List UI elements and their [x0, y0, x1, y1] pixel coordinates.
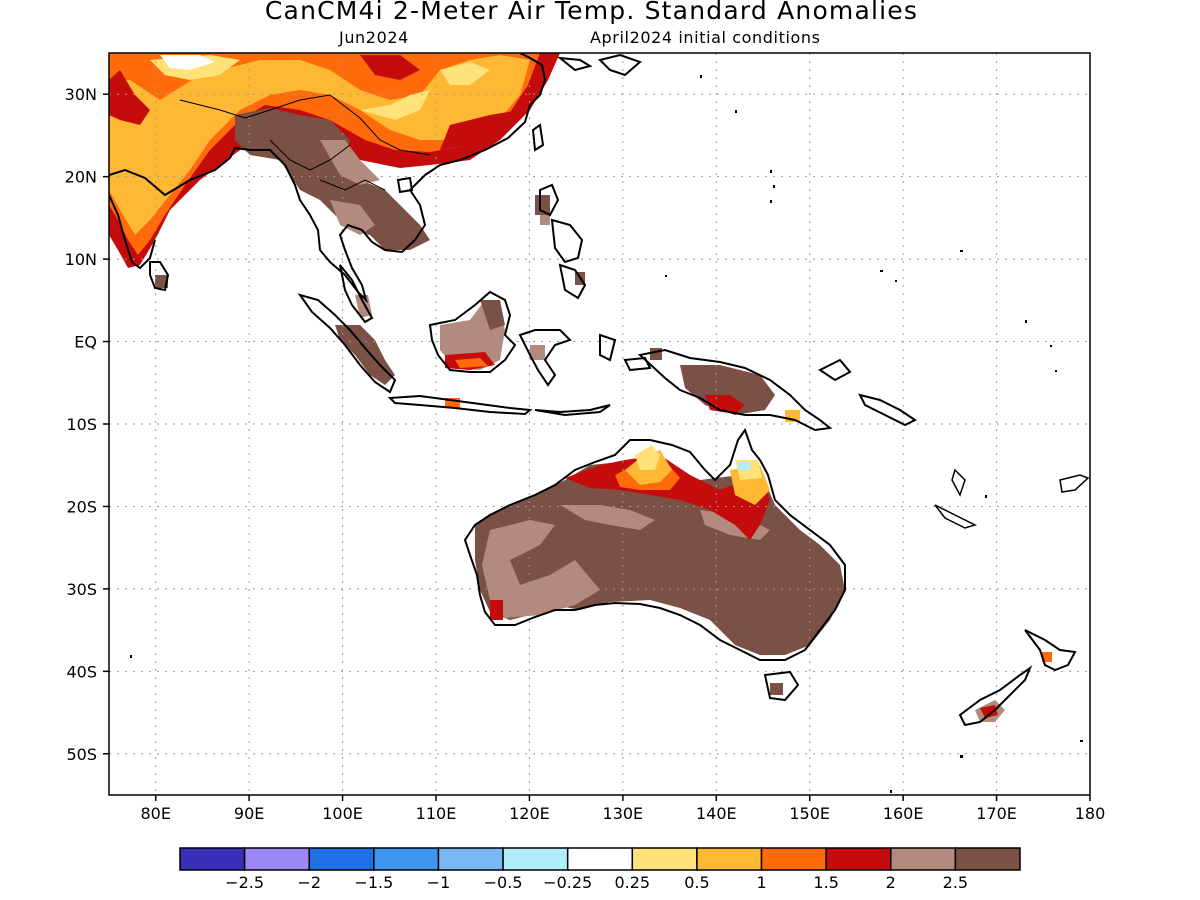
- colorbar-label: 2.5: [943, 873, 968, 892]
- colorbar-label: −2: [297, 873, 321, 892]
- colorbar-swatch: [437, 847, 504, 871]
- lon-label: 180: [1075, 804, 1106, 823]
- anomaly-new-zealand: [975, 652, 1052, 722]
- lat-label: EQ: [74, 333, 97, 352]
- colorbar-label: 1: [756, 873, 766, 892]
- colorbar-swatch: [373, 847, 440, 871]
- anomaly-asia: [109, 53, 560, 268]
- lat-label: 20N: [65, 168, 97, 187]
- initial-conditions: April2024 initial conditions: [590, 28, 821, 47]
- colorbar-label: −2.5: [225, 873, 264, 892]
- anomaly-new-guinea: [680, 365, 800, 422]
- lon-label: 150E: [789, 804, 830, 823]
- colorbar-swatch: [954, 847, 1021, 871]
- coastlines: [109, 53, 1090, 727]
- lon-label: 170E: [976, 804, 1017, 823]
- lon-label: 130E: [603, 804, 644, 823]
- longitude-labels: 80E 90E 100E 110E 120E 130E 140E 150E 160E 170E 18…: [140, 795, 1105, 823]
- lon-label: 140E: [696, 804, 737, 823]
- lat-label: 10S: [66, 415, 97, 434]
- colorbar-swatch: [825, 847, 892, 871]
- colorbar-labels: −2.5 −2 −1.5 −1 −0.5 −0.25 0.25 0.5 1 1.5 2 2.5: [225, 873, 968, 892]
- lat-label: 10N: [65, 250, 97, 269]
- lon-label: 120E: [509, 804, 550, 823]
- colorbar-label: −0.5: [484, 873, 523, 892]
- lon-label: 160E: [883, 804, 924, 823]
- colorbar-label: −0.25: [543, 873, 592, 892]
- forecast-month: Jun2024: [339, 28, 409, 47]
- colorbar-swatch: [890, 847, 957, 871]
- map-title: CanCM4i 2-Meter Air Temp. Standard Anoma…: [264, 0, 919, 25]
- colorbar-swatch: [566, 847, 634, 871]
- colorbar-label: 2: [886, 873, 896, 892]
- colorbar-swatch: [179, 847, 246, 871]
- colorbar-swatch: [760, 847, 827, 871]
- lon-label: 110E: [416, 804, 457, 823]
- lat-label: 50S: [66, 745, 97, 764]
- anomaly-australia: [475, 445, 845, 695]
- lat-label: 20S: [66, 497, 97, 516]
- colorbar-label: 0.25: [614, 873, 650, 892]
- map-area: [109, 53, 1090, 795]
- anomaly-se-asia: [155, 108, 585, 288]
- colorbar-label: 0.5: [684, 873, 709, 892]
- lon-label: 90E: [234, 804, 264, 823]
- colorbar-swatch: [243, 847, 310, 871]
- colorbar-swatch: [631, 847, 698, 871]
- latitude-labels: 30N 20N 10N EQ 10S 20S 30S 40S 50S: [65, 85, 109, 764]
- colorbar-swatch: [696, 847, 763, 871]
- colorbar-swatch: [502, 847, 569, 871]
- colorbar-label: 1.5: [813, 873, 838, 892]
- lat-label: 30S: [66, 580, 97, 599]
- colorbar: [179, 847, 1021, 871]
- colorbar-label: −1.5: [354, 873, 393, 892]
- lat-label: 30N: [65, 85, 97, 104]
- map-gridlines: [109, 53, 1090, 795]
- lon-label: 80E: [140, 804, 170, 823]
- colorbar-swatch: [308, 847, 375, 871]
- lon-label: 100E: [322, 804, 363, 823]
- lat-label: 40S: [66, 662, 97, 681]
- island-dots: [130, 75, 1083, 793]
- colorbar-label: −1: [427, 873, 451, 892]
